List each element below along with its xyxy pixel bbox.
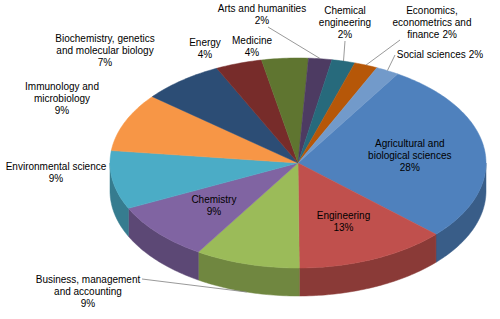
label-text: 9% xyxy=(49,173,64,184)
chart: Agricultural andbiological sciences28% En… xyxy=(0,0,500,319)
slice-label: Chemicalengineering2% xyxy=(319,5,371,40)
label-text: Engineering xyxy=(317,210,370,221)
label-text: and molecular biology xyxy=(56,45,153,56)
label-text: 9% xyxy=(55,105,70,116)
label-text: and accounting xyxy=(54,286,122,297)
labels: Agricultural andbiological sciences28% En… xyxy=(6,3,484,309)
slice-label: Business, managementand accounting9% xyxy=(36,274,141,309)
label-text: 7% xyxy=(98,57,113,68)
label-text: Medicine xyxy=(232,35,272,46)
label-text: biological sciences xyxy=(368,150,451,161)
slice-label: Chemistry9% xyxy=(191,194,236,217)
leader-line xyxy=(344,41,346,61)
label-text: econometrics and xyxy=(393,17,472,28)
label-text: 4% xyxy=(245,47,260,58)
label-text: 28% xyxy=(400,162,420,173)
label-text: Social sciences xyxy=(397,49,466,60)
slice-label: Social sciences2% xyxy=(397,49,483,60)
label-text: 9% xyxy=(81,298,96,309)
leader-line xyxy=(268,27,320,59)
label-text: engineering xyxy=(319,17,371,28)
label-text: 2% xyxy=(442,29,457,40)
slice-label: Agricultural andbiological sciences28% xyxy=(368,138,451,173)
label-text: 2% xyxy=(255,15,270,26)
pie-slice xyxy=(298,63,377,163)
label-text: finance xyxy=(407,29,440,40)
label-text: Energy xyxy=(189,37,221,48)
slice-label: Biochemistry, geneticsand molecular biol… xyxy=(55,33,154,68)
label-text: 9% xyxy=(207,206,222,217)
leader-line xyxy=(366,40,400,65)
slice-label: Immunology andmicrobiology9% xyxy=(25,81,99,116)
label-text: 4% xyxy=(198,49,213,60)
pie-slices xyxy=(110,58,486,268)
slice-label: Engineering13% xyxy=(317,210,370,233)
label-text: Agricultural and xyxy=(375,138,444,149)
label-text: Immunology and xyxy=(25,81,99,92)
label-text: Arts and humanities xyxy=(218,3,306,14)
label-text: Biochemistry, genetics xyxy=(55,33,154,44)
label-text: Business, management xyxy=(36,274,141,285)
label-text: Chemistry xyxy=(191,194,236,205)
label-text: Economics, xyxy=(406,5,458,16)
slice-label: Medicine4% xyxy=(232,35,272,58)
label-text: Environmental science xyxy=(6,161,107,172)
label-text: 2% xyxy=(338,29,353,40)
label-text: Chemical xyxy=(324,5,366,16)
slice-label: Environmental science9% xyxy=(6,161,107,184)
label-text: 2% xyxy=(469,49,484,60)
slice-label: Arts and humanities2% xyxy=(218,3,306,26)
leader-line xyxy=(142,279,247,292)
slice-label: Economics,econometrics andfinance2% xyxy=(393,5,472,40)
label-text: 13% xyxy=(333,222,353,233)
label-text: microbiology xyxy=(34,93,90,104)
slice-label: Energy4% xyxy=(189,37,221,60)
leader-line xyxy=(387,55,395,71)
pie-slice xyxy=(298,163,436,268)
